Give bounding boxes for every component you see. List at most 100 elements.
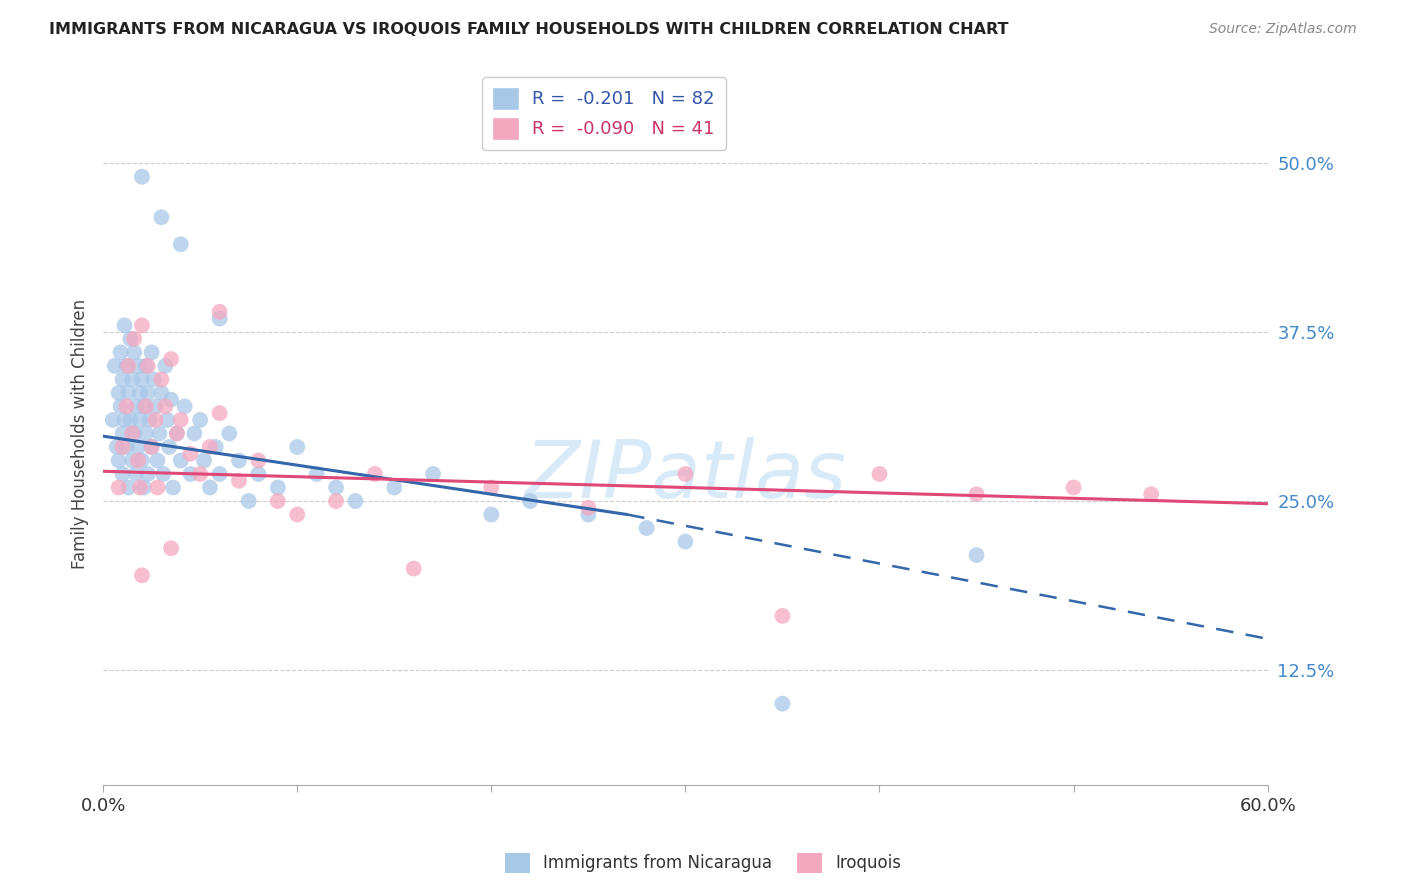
Point <box>132 481 155 495</box>
Point <box>166 426 188 441</box>
Point <box>160 392 183 407</box>
Point <box>479 481 502 495</box>
Point <box>193 453 215 467</box>
Point <box>146 453 169 467</box>
Point <box>129 481 152 495</box>
Point <box>402 561 425 575</box>
Point <box>173 400 195 414</box>
Point <box>148 426 170 441</box>
Point <box>364 467 387 481</box>
Point <box>114 318 136 333</box>
Point <box>131 453 153 467</box>
Point <box>519 494 541 508</box>
Point <box>179 467 201 481</box>
Point <box>122 332 145 346</box>
Point <box>325 481 347 495</box>
Point <box>135 426 157 441</box>
Point <box>966 487 988 501</box>
Point <box>155 359 177 373</box>
Point <box>111 467 134 481</box>
Point <box>157 440 180 454</box>
Point <box>208 305 231 319</box>
Point <box>179 447 201 461</box>
Text: ZIPatlas: ZIPatlas <box>524 436 846 515</box>
Point <box>111 372 134 386</box>
Point <box>156 413 179 427</box>
Point <box>228 453 250 467</box>
Point <box>115 440 138 454</box>
Point <box>110 345 132 359</box>
Point <box>305 467 328 481</box>
Point <box>772 608 794 623</box>
Point <box>145 413 167 427</box>
Point <box>127 453 149 467</box>
Point <box>576 508 599 522</box>
Point <box>132 400 155 414</box>
Point <box>150 211 173 225</box>
Point <box>115 400 138 414</box>
Point <box>146 481 169 495</box>
Point <box>150 385 173 400</box>
Legend: R =  -0.201   N = 82, R =  -0.090   N = 41: R = -0.201 N = 82, R = -0.090 N = 41 <box>482 77 725 150</box>
Point <box>136 385 159 400</box>
Point <box>150 372 173 386</box>
Point <box>131 169 153 184</box>
Point <box>101 413 124 427</box>
Point <box>198 440 221 454</box>
Point <box>238 494 260 508</box>
Point <box>636 521 658 535</box>
Point <box>122 345 145 359</box>
Point <box>138 413 160 427</box>
Point <box>105 440 128 454</box>
Point <box>107 453 129 467</box>
Point <box>422 467 444 481</box>
Point <box>117 481 139 495</box>
Point <box>121 426 143 441</box>
Point <box>125 400 148 414</box>
Point <box>142 372 165 386</box>
Point <box>104 359 127 373</box>
Point <box>198 481 221 495</box>
Point <box>208 406 231 420</box>
Point <box>131 372 153 386</box>
Point <box>160 541 183 556</box>
Point <box>136 467 159 481</box>
Point <box>170 237 193 252</box>
Point <box>122 426 145 441</box>
Point <box>1063 481 1085 495</box>
Point <box>188 467 211 481</box>
Point <box>869 467 891 481</box>
Point <box>111 440 134 454</box>
Point <box>218 426 240 441</box>
Point <box>285 440 308 454</box>
Point <box>131 568 153 582</box>
Point <box>152 467 174 481</box>
Point <box>121 453 143 467</box>
Point <box>117 385 139 400</box>
Point <box>1140 487 1163 501</box>
Point <box>110 400 132 414</box>
Point <box>141 440 163 454</box>
Point <box>162 481 184 495</box>
Point <box>111 426 134 441</box>
Point <box>129 385 152 400</box>
Point <box>127 440 149 454</box>
Point <box>285 508 308 522</box>
Point <box>145 400 167 414</box>
Point <box>141 345 163 359</box>
Point <box>120 332 142 346</box>
Point <box>772 697 794 711</box>
Text: IMMIGRANTS FROM NICARAGUA VS IROQUOIS FAMILY HOUSEHOLDS WITH CHILDREN CORRELATIO: IMMIGRANTS FROM NICARAGUA VS IROQUOIS FA… <box>49 22 1008 37</box>
Point <box>966 548 988 562</box>
Point <box>136 359 159 373</box>
Point <box>208 467 231 481</box>
Point <box>170 453 193 467</box>
Point <box>247 453 270 467</box>
Point <box>344 494 367 508</box>
Legend: Immigrants from Nicaragua, Iroquois: Immigrants from Nicaragua, Iroquois <box>498 847 908 880</box>
Point <box>114 413 136 427</box>
Point <box>576 500 599 515</box>
Point <box>228 474 250 488</box>
Point <box>204 440 226 454</box>
Point <box>673 534 696 549</box>
